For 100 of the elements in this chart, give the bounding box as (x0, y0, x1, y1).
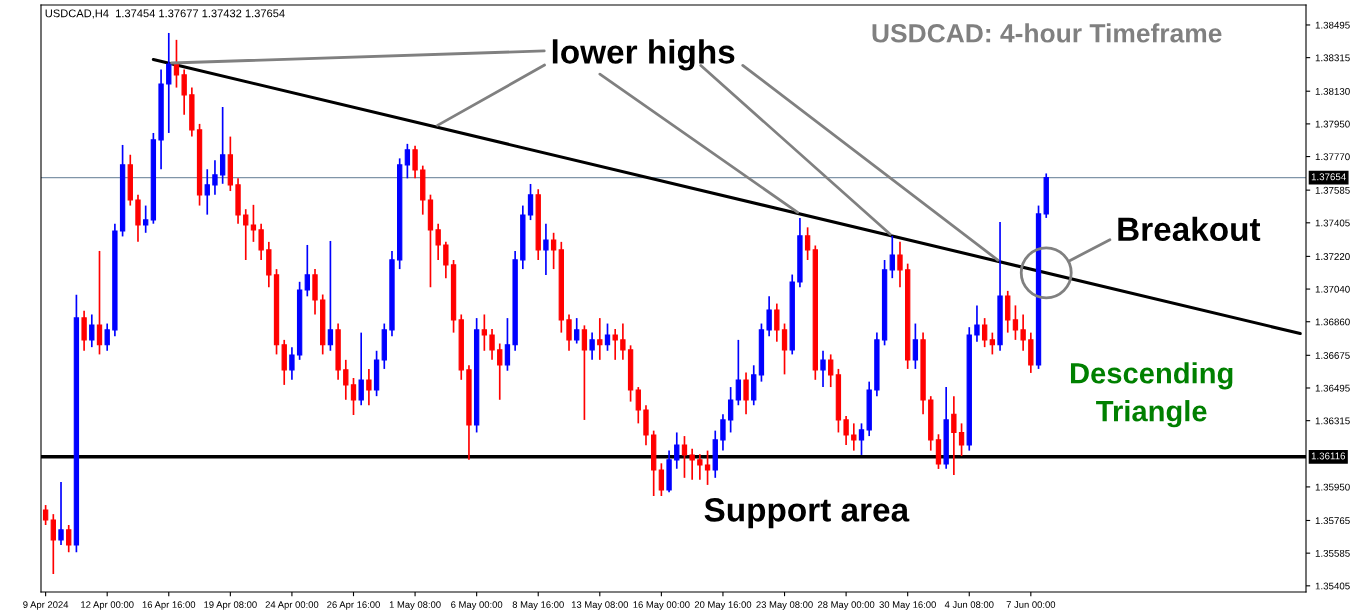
candlestick (404, 143, 411, 180)
x-tick-label: 19 Apr 08:00 (204, 601, 257, 610)
x-tick-label: 1 May 08:00 (389, 601, 441, 610)
candlestick (958, 422, 965, 457)
candlestick (981, 317, 988, 348)
annotation: lower highs (552, 39, 735, 71)
x-tick-label: 13 May 08:00 (571, 601, 629, 610)
y-tick-label: 1.38315 (1315, 54, 1350, 62)
candlestick (350, 377, 357, 416)
candlestick (674, 431, 680, 470)
candlestick (181, 68, 187, 116)
candlestick (681, 435, 688, 479)
x-tick-label: 20 May 16:00 (694, 601, 752, 610)
candlestick (219, 106, 226, 185)
x-tick-label: 7 Jun 00:00 (1006, 601, 1056, 608)
candlestick (435, 222, 441, 261)
candlestick (258, 222, 264, 261)
y-tick-label: 1.36860 (1315, 318, 1350, 326)
y-tick-label: 1.38495 (1315, 21, 1350, 29)
x-tick-label: 9 Apr 2024 (23, 601, 69, 610)
candlestick (843, 415, 849, 446)
candlestick (889, 235, 895, 280)
y-tick-label: 1.37220 (1315, 253, 1350, 261)
y-tick-label: 1.35585 (1315, 549, 1350, 557)
y-tick-label: 1.37405 (1315, 219, 1350, 227)
candlestick (858, 422, 865, 456)
candlestick (828, 353, 834, 388)
candlestick (1005, 290, 1011, 334)
x-tick-label: 12 Apr 00:00 (81, 601, 134, 610)
x-tick-label: 24 Apr 00:00 (265, 601, 319, 610)
candlestick (243, 208, 249, 261)
candlestick (412, 144, 418, 180)
candlestick (504, 317, 511, 372)
candlestick (781, 322, 788, 376)
annotation: Descending Triangle (1070, 362, 1233, 428)
candlestick (897, 241, 903, 289)
annotation: Breakout (1118, 216, 1261, 242)
y-tick-label: 1.36675 (1315, 352, 1350, 359)
y-tick-label: 1.37585 (1315, 186, 1350, 194)
candlestick (1020, 313, 1026, 352)
ref-line-label: 1.36116 (1311, 452, 1346, 460)
candlestick (974, 304, 980, 343)
candlestick (689, 447, 695, 481)
candlestick (697, 453, 703, 481)
candlestick (704, 449, 711, 486)
y-tick-label: 1.35950 (1315, 483, 1350, 491)
candlestick (727, 386, 734, 434)
candlestick (212, 159, 218, 196)
y-tick-label: 1.35765 (1315, 517, 1350, 525)
candlestick (658, 462, 665, 497)
y-tick-label: 1.35405 (1315, 582, 1350, 590)
x-tick-label: 16 Apr 16:00 (142, 601, 196, 610)
y-tick-label: 1.36315 (1315, 417, 1350, 425)
candlestick (204, 168, 210, 216)
candlestick (343, 359, 349, 401)
candlestick (612, 328, 618, 361)
candlestick (58, 481, 64, 546)
candlestick (173, 39, 180, 89)
candlestick (604, 322, 611, 352)
y-tick-label: 1.38130 (1315, 87, 1350, 95)
candlestick (951, 395, 957, 476)
annotation: Support area (704, 498, 910, 529)
candlestick (1012, 304, 1019, 341)
candlestick (620, 322, 626, 361)
candlestick (289, 346, 295, 381)
candlestick (635, 386, 641, 425)
candlestick (89, 313, 95, 348)
candlestick (912, 322, 919, 370)
candlestick (96, 250, 103, 356)
candlestick (550, 231, 557, 270)
candlestick (104, 322, 110, 352)
candlestick (574, 317, 580, 345)
candlestick (581, 324, 588, 421)
y-tick-label: 1.37770 (1315, 153, 1350, 161)
candlestick (304, 244, 310, 298)
candlestick (497, 342, 503, 401)
candlestick (589, 331, 595, 361)
text: USDCAD: 4-hour Timeframe (872, 23, 1222, 43)
candlestick (989, 331, 996, 356)
candlestick (358, 331, 364, 407)
y-tick-label: 1.37950 (1315, 120, 1350, 128)
candlestick (566, 313, 572, 352)
candlestick (443, 241, 449, 280)
x-tick-label: 4 Jun 08:00 (944, 601, 994, 608)
candlestick (143, 204, 149, 234)
candlestick (66, 524, 72, 554)
candlestick (327, 240, 334, 352)
candlestick (250, 204, 257, 243)
candlestick (720, 413, 726, 452)
candlestick (366, 368, 372, 407)
candlestick (527, 183, 534, 221)
candlestick (804, 226, 811, 261)
candlestick (820, 349, 826, 388)
y-tick-label: 1.37040 (1315, 285, 1350, 293)
candlestick (489, 328, 495, 361)
candlestick (766, 295, 772, 338)
x-tick-label: 16 May 00:00 (633, 601, 690, 610)
x-tick-label: 28 May 00:00 (817, 601, 875, 610)
candlestick (851, 422, 857, 452)
candlestick (743, 371, 749, 416)
